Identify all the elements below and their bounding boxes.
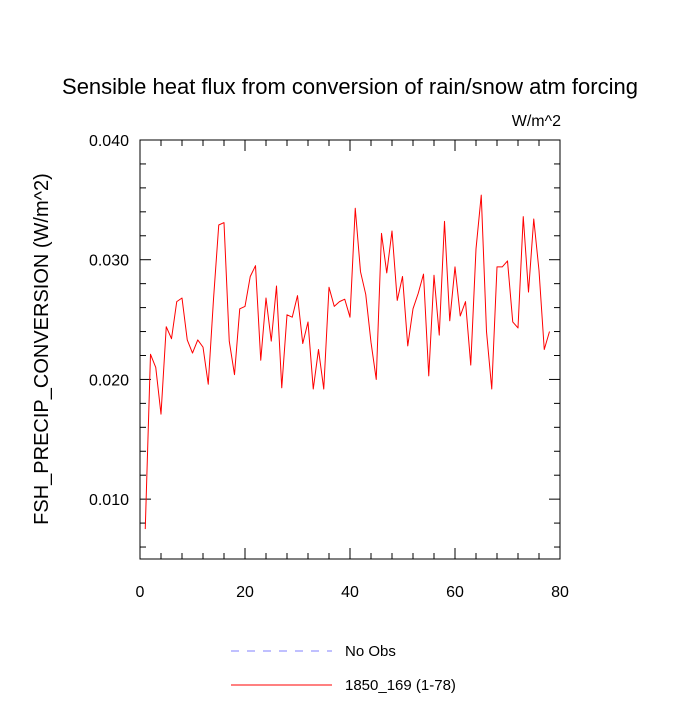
y-tick-label: 0.040	[89, 133, 129, 150]
legend: No Obs 1850_169 (1-78)	[231, 643, 456, 694]
x-tick-label: 60	[446, 584, 464, 601]
chart-title: Sensible heat flux from conversion of ra…	[62, 74, 638, 99]
legend-label-no-obs: No Obs	[345, 643, 396, 660]
x-tick-label: 0	[136, 584, 145, 601]
series-line-1850-169-1-78	[144, 194, 550, 530]
x-tick-label: 20	[236, 584, 254, 601]
axis-tick-labels: 0 20 40 60 80 0.010 0.020 0.030 0.040	[89, 133, 569, 601]
axis-ticks	[139, 139, 561, 559]
y-tick-label: 0.010	[89, 492, 129, 509]
y-tick-label: 0.030	[89, 253, 129, 270]
legend-label-1850-169: 1850_169 (1-78)	[345, 677, 456, 694]
series-layer	[144, 194, 550, 530]
x-tick-label: 80	[551, 584, 569, 601]
y-tick-label: 0.020	[89, 372, 129, 389]
x-tick-label: 40	[341, 584, 359, 601]
y-axis-label: FSH_PRECIP_CONVERSION (W/m^2)	[31, 173, 53, 525]
units-label: W/m^2	[512, 113, 561, 130]
